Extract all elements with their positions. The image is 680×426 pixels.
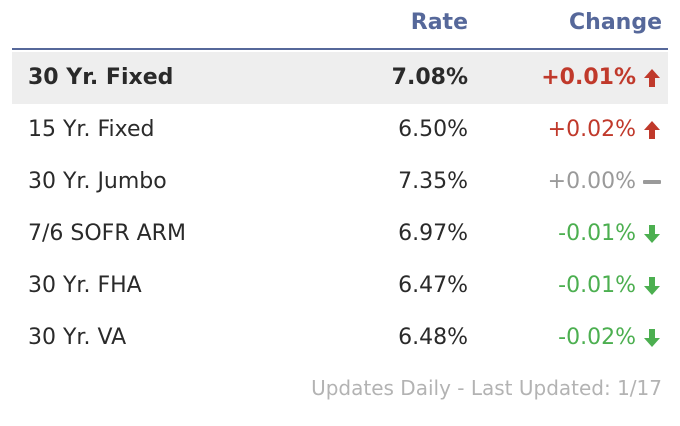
rate-column-header: Rate	[410, 10, 468, 35]
change-column-header: Change	[569, 10, 662, 35]
product-name: 30 Yr. VA	[28, 325, 127, 350]
product-name: 30 Yr. Fixed	[28, 65, 174, 90]
rate-value: 7.08%	[391, 65, 468, 90]
rate-rows: 30 Yr. Fixed 7.08% +0.01% 15 Yr. Fixed 6…	[12, 52, 668, 364]
dash-icon	[643, 180, 661, 184]
arrow-down-icon	[644, 225, 660, 243]
table-row[interactable]: 30 Yr. Jumbo 7.35% +0.00%	[12, 156, 668, 208]
table-header: Rate Change	[12, 0, 668, 50]
table-row[interactable]: 15 Yr. Fixed 6.50% +0.02%	[12, 104, 668, 156]
change-value: +0.00%	[547, 169, 636, 194]
rate-value: 6.97%	[398, 221, 468, 246]
change-value: +0.02%	[547, 117, 636, 142]
change-cell: -0.02%	[558, 324, 662, 352]
change-cell: +0.01%	[541, 64, 662, 92]
change-cell: -0.01%	[558, 272, 662, 300]
change-cell: +0.00%	[548, 168, 662, 196]
rate-value: 6.50%	[398, 117, 468, 142]
product-name: 30 Yr. FHA	[28, 273, 142, 298]
table-row[interactable]: 30 Yr. Fixed 7.08% +0.01%	[12, 52, 668, 104]
rate-value: 7.35%	[398, 169, 468, 194]
arrow-up-icon	[644, 69, 660, 87]
change-value: -0.01%	[558, 221, 636, 246]
mortgage-rates-table: Rate Change 30 Yr. Fixed 7.08% +0.01% 15…	[12, 0, 668, 400]
table-row[interactable]: 7/6 SOFR ARM 6.97% -0.01%	[12, 208, 668, 260]
change-value: +0.01%	[541, 65, 636, 90]
last-updated-note: Updates Daily - Last Updated: 1/17	[311, 376, 662, 400]
product-name: 30 Yr. Jumbo	[28, 169, 167, 194]
change-value: -0.02%	[558, 325, 636, 350]
arrow-down-icon	[644, 329, 660, 347]
product-name: 15 Yr. Fixed	[28, 117, 155, 142]
change-cell: +0.02%	[548, 116, 662, 144]
arrow-down-icon	[644, 277, 660, 295]
rate-value: 6.47%	[398, 273, 468, 298]
arrow-up-icon	[644, 121, 660, 139]
table-row[interactable]: 30 Yr. FHA 6.47% -0.01%	[12, 260, 668, 312]
product-name: 7/6 SOFR ARM	[28, 221, 186, 246]
rate-value: 6.48%	[398, 325, 468, 350]
change-value: -0.01%	[558, 273, 636, 298]
change-cell: -0.01%	[558, 220, 662, 248]
table-row[interactable]: 30 Yr. VA 6.48% -0.02%	[12, 312, 668, 364]
